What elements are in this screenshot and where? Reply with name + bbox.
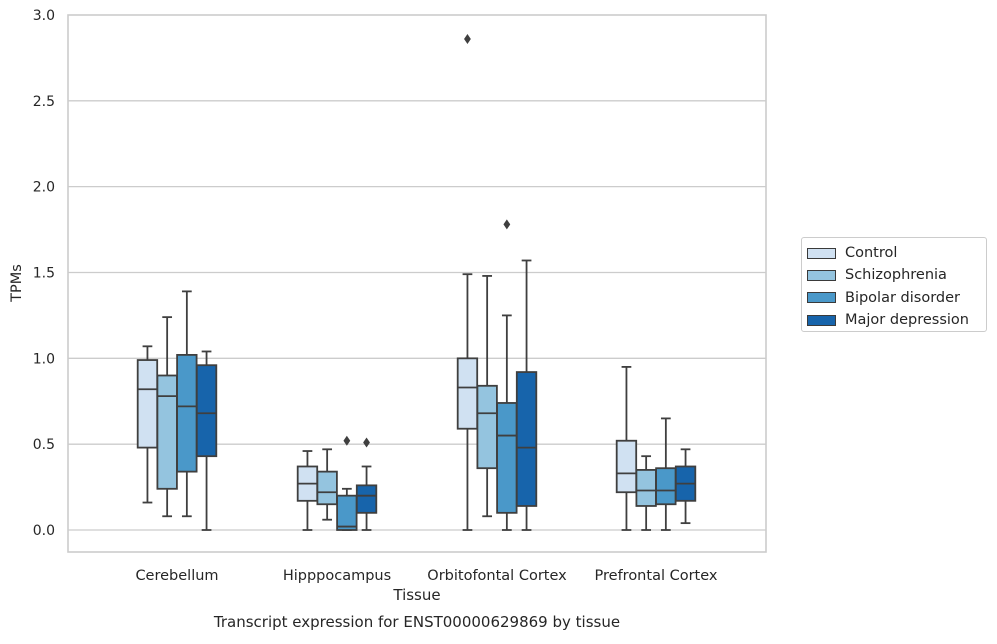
box-iqr xyxy=(635,469,657,507)
box-iqr xyxy=(156,374,178,490)
x-tick-label: Prefrontal Cortex xyxy=(595,568,718,584)
x-tick-label: Hipppocampus xyxy=(283,568,391,584)
box-iqr xyxy=(355,484,378,514)
box-control xyxy=(456,34,479,531)
x-tick-labels: Cerebellum Hipppocampus Orbitofontal Corte… xyxy=(135,568,717,584)
y-tick-label: 2.0 xyxy=(33,180,55,196)
box-iqr xyxy=(515,371,538,507)
legend-label: Control xyxy=(845,245,898,262)
plot-frame xyxy=(67,14,767,553)
legend-label: Major depression xyxy=(845,312,969,329)
box-iqr xyxy=(476,384,498,470)
outlier-point xyxy=(343,435,351,446)
box-iqr xyxy=(336,494,358,531)
y-tick-label: 0.0 xyxy=(33,523,55,539)
box-iqr xyxy=(456,357,479,430)
box-schizophrenia xyxy=(316,448,338,521)
box-iqr xyxy=(176,353,198,473)
box-bipolar-disorder xyxy=(655,417,677,531)
legend-item-major-depression: Major depression xyxy=(807,309,978,331)
x-tick-label: Orbitofontal Cortex xyxy=(427,568,567,584)
x-axis-label: Tissue xyxy=(392,586,440,604)
y-tick-labels: 0.0 0.5 1.0 1.5 2.0 2.5 3.0 xyxy=(33,8,55,539)
box-control xyxy=(615,366,638,531)
y-tick-label: 1.0 xyxy=(33,351,55,367)
box-control xyxy=(136,345,159,504)
outlier-point xyxy=(503,219,511,230)
y-tick-label: 3.0 xyxy=(33,8,55,24)
legend-label: Bipolar disorder xyxy=(845,289,960,306)
box-bipolar-disorder xyxy=(176,290,198,518)
box-iqr xyxy=(136,359,159,449)
box-iqr xyxy=(615,439,638,494)
box-bipolar-disorder xyxy=(496,219,518,531)
box-major-depression xyxy=(355,437,378,531)
box-iqr xyxy=(316,470,338,506)
x-tick-label: Cerebellum xyxy=(135,568,218,584)
box-major-depression xyxy=(674,448,697,525)
legend-swatch-bipolar-disorder xyxy=(807,292,836,304)
box-schizophrenia xyxy=(476,275,498,518)
legend-item-control: Control xyxy=(807,242,978,264)
y-tick-label: 2.5 xyxy=(33,94,55,110)
chart-title: Transcript expression for ENST0000062986… xyxy=(213,613,620,631)
box-major-depression xyxy=(195,350,218,531)
box-major-depression xyxy=(515,259,538,531)
legend-item-bipolar-disorder: Bipolar disorder xyxy=(807,287,978,309)
box-iqr xyxy=(195,364,218,458)
y-axis-label: TPMs xyxy=(9,264,25,303)
outlier-point xyxy=(464,34,471,45)
outlier-point xyxy=(363,437,370,448)
box-bipolar-disorder xyxy=(336,435,358,531)
legend-swatch-schizophrenia xyxy=(807,269,836,281)
boxes-layer xyxy=(136,34,697,531)
legend-item-schizophrenia: Schizophrenia xyxy=(807,264,978,286)
legend-swatch-control xyxy=(807,247,836,259)
legend: Control Schizophrenia Bipolar disorder M… xyxy=(801,237,987,332)
box-iqr xyxy=(496,402,518,514)
legend-label: Schizophrenia xyxy=(845,267,947,284)
y-tick-label: 0.5 xyxy=(33,437,55,453)
box-iqr xyxy=(655,467,677,506)
y-tick-label: 1.5 xyxy=(33,265,55,281)
legend-swatch-major-depression xyxy=(807,314,836,326)
